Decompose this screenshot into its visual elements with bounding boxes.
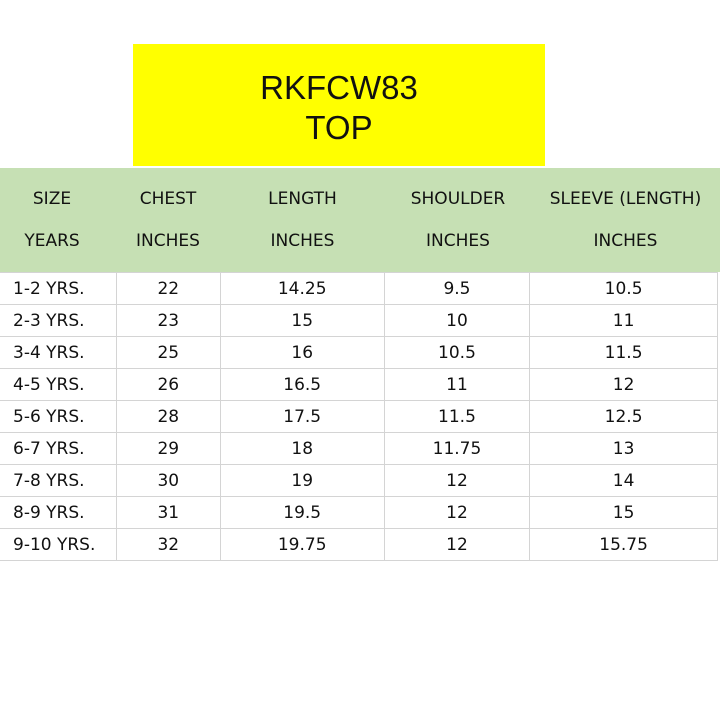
product-type: TOP bbox=[305, 109, 373, 146]
header-col-0: SIZE YEARS bbox=[0, 168, 104, 272]
table-cell: 2-3 YRS. bbox=[0, 304, 117, 337]
header-unit: YEARS bbox=[24, 231, 80, 251]
size-chart-table: 1-2 YRS. 22 14.25 9.5 10.5 2-3 YRS. 23 15 10 11 3-… bbox=[0, 272, 718, 561]
table-cell: 3-4 YRS. bbox=[0, 336, 117, 369]
table-cell: 15.75 bbox=[529, 528, 718, 561]
table-cell: 15 bbox=[529, 496, 718, 529]
table-cell: 29 bbox=[115, 432, 221, 465]
table-cell: 31 bbox=[115, 496, 221, 529]
header-unit: INCHES bbox=[136, 231, 200, 251]
table-cell: 14.25 bbox=[219, 272, 385, 305]
table-cell: 9.5 bbox=[383, 272, 531, 305]
product-code: RKFCW83 bbox=[260, 69, 418, 106]
table-cell: 12 bbox=[383, 496, 531, 529]
header-col-1: CHEST INCHES bbox=[116, 168, 220, 272]
table-cell: 12 bbox=[383, 528, 531, 561]
table-cell: 26 bbox=[115, 368, 221, 401]
header-col-3: SHOULDER INCHES bbox=[385, 168, 531, 272]
table-cell: 19.75 bbox=[219, 528, 385, 561]
table-cell: 12 bbox=[383, 464, 531, 497]
header-unit: INCHES bbox=[593, 231, 658, 251]
table-cell: 10.5 bbox=[529, 272, 718, 305]
table-cell: 8-9 YRS. bbox=[0, 496, 117, 529]
table-cell: 28 bbox=[115, 400, 221, 433]
table-header: SIZE YEARS CHEST INCHES LENGTH INCHES SHOULDER… bbox=[0, 168, 720, 272]
table-cell: 4-5 YRS. bbox=[0, 368, 117, 401]
header-unit: INCHES bbox=[270, 231, 335, 251]
table-cell: 17.5 bbox=[219, 400, 385, 433]
table-row: 7-8 YRS. 30 19 12 14 bbox=[0, 464, 718, 497]
table-cell: 12.5 bbox=[529, 400, 718, 433]
table-cell: 13 bbox=[529, 432, 718, 465]
table-cell: 10.5 bbox=[383, 336, 531, 369]
table-cell: 22 bbox=[115, 272, 221, 305]
table-cell: 10 bbox=[383, 304, 531, 337]
header-unit: INCHES bbox=[426, 231, 490, 251]
header-label: CHEST bbox=[139, 189, 197, 209]
table-cell: 11.5 bbox=[383, 400, 531, 433]
table-cell: 19 bbox=[219, 464, 385, 497]
table-cell: 30 bbox=[115, 464, 221, 497]
table-cell: 15 bbox=[219, 304, 385, 337]
table-row: 9-10 YRS. 32 19.75 12 15.75 bbox=[0, 528, 718, 561]
table-row: 4-5 YRS. 26 16.5 11 12 bbox=[0, 368, 718, 401]
table-cell: 32 bbox=[115, 528, 221, 561]
table-cell: 23 bbox=[115, 304, 221, 337]
table-cell: 19.5 bbox=[219, 496, 385, 529]
table-cell: 11.75 bbox=[383, 432, 531, 465]
header-col-2: LENGTH INCHES bbox=[220, 168, 385, 272]
table-cell: 6-7 YRS. bbox=[0, 432, 117, 465]
table-cell: 1-2 YRS. bbox=[0, 272, 117, 305]
header-label: LENGTH bbox=[268, 189, 337, 209]
table-row: 3-4 YRS. 25 16 10.5 11.5 bbox=[0, 336, 718, 369]
header-label: SIZE bbox=[32, 189, 72, 209]
header-col-4: SLEEVE (LENGTH) INCHES bbox=[531, 168, 720, 272]
table-cell: 16.5 bbox=[219, 368, 385, 401]
product-title-box: RKFCW83 TOP bbox=[133, 44, 545, 166]
table-row: 5-6 YRS. 28 17.5 11.5 12.5 bbox=[0, 400, 718, 433]
table-cell: 12 bbox=[529, 368, 718, 401]
table-row: 2-3 YRS. 23 15 10 11 bbox=[0, 304, 718, 337]
table-cell: 16 bbox=[219, 336, 385, 369]
table-cell: 25 bbox=[115, 336, 221, 369]
table-cell: 7-8 YRS. bbox=[0, 464, 117, 497]
table-row: 6-7 YRS. 29 18 11.75 13 bbox=[0, 432, 718, 465]
table-cell: 5-6 YRS. bbox=[0, 400, 117, 433]
table-cell: 9-10 YRS. bbox=[0, 528, 117, 561]
table-cell: 14 bbox=[529, 464, 718, 497]
header-label: SLEEVE (LENGTH) bbox=[549, 189, 702, 209]
header-label: SHOULDER bbox=[410, 189, 506, 209]
table-row: 8-9 YRS. 31 19.5 12 15 bbox=[0, 496, 718, 529]
table-cell: 11 bbox=[529, 304, 718, 337]
table-cell: 11.5 bbox=[529, 336, 718, 369]
table-cell: 11 bbox=[383, 368, 531, 401]
table-cell: 18 bbox=[219, 432, 385, 465]
table-row: 1-2 YRS. 22 14.25 9.5 10.5 bbox=[0, 272, 718, 305]
